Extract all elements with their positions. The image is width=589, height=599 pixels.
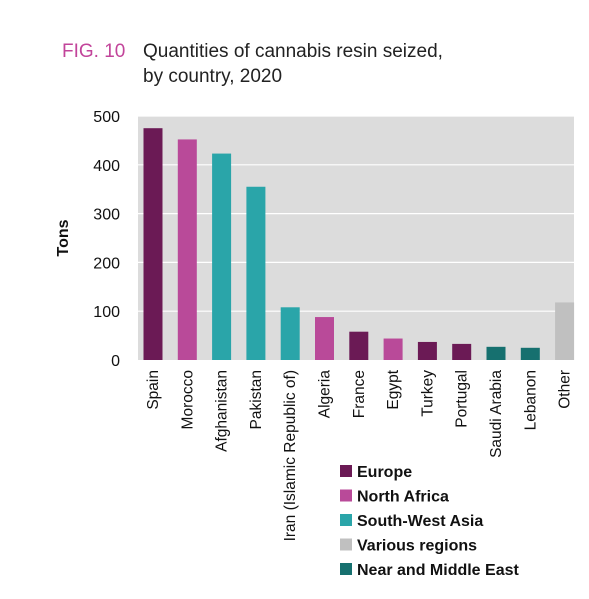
bar-morocco: [177, 139, 197, 360]
legend-swatch: [340, 465, 352, 477]
bar-turkey: [417, 341, 437, 360]
bar-france: [349, 331, 369, 360]
x-tick-label: Saudi Arabia: [488, 370, 505, 458]
y-tick-label: 200: [93, 255, 120, 272]
bar-saudi-arabia: [486, 346, 506, 360]
y-tick-label: 400: [93, 158, 120, 175]
legend-swatch: [340, 514, 352, 526]
legend-swatch: [340, 489, 352, 502]
legend: Europe North Africa South-West Asia Various…: [340, 464, 519, 579]
bar-egypt: [383, 338, 403, 360]
chart-title-line-2: by country, 2020: [143, 66, 282, 87]
legend-swatch: [340, 538, 352, 551]
y-tick-label: 100: [93, 304, 120, 321]
x-tick-label: Portugal: [454, 370, 471, 428]
gridlines: [138, 115, 574, 312]
x-tick-label: Egypt: [385, 369, 402, 409]
legend-label: Various regions: [357, 538, 477, 555]
x-tick-label: Spain: [145, 370, 162, 410]
x-tick-label: Morocco: [179, 370, 196, 429]
x-tick-label: Other: [557, 370, 574, 409]
bar-iran-islamic-republic-of: [280, 307, 300, 360]
bar-afghanistan: [212, 153, 232, 360]
bar-pakistan: [246, 186, 266, 360]
y-axis-label: Tons: [55, 219, 72, 256]
legend-swatch: [340, 563, 352, 575]
bar-algeria: [315, 317, 334, 360]
plot-area: [138, 116, 574, 360]
x-tick-label: Turkey: [419, 370, 436, 417]
bar-lebanon: [520, 347, 540, 360]
bar-portugal: [452, 343, 472, 360]
x-tick-label: Pakistan: [248, 370, 265, 429]
legend-label: Near and Middle East: [357, 562, 519, 579]
y-axis-ticks: 0 100 200 300 400 500: [93, 109, 120, 370]
x-tick-label: Algeria: [317, 370, 334, 419]
x-tick-label: Iran (Islamic Republic of): [282, 370, 299, 541]
bars: [143, 128, 575, 360]
x-tick-label: France: [351, 370, 368, 418]
bar-other: [555, 302, 575, 360]
figure-label: FIG. 10: [62, 41, 125, 62]
x-axis-categories: Spain Morocco Afghanistan Pakistan Iran (Isl…: [145, 369, 574, 541]
y-tick-label: 300: [93, 207, 120, 224]
x-tick-label: Lebanon: [522, 370, 539, 430]
legend-label: North Africa: [357, 489, 449, 506]
bar-spain: [143, 128, 163, 360]
x-tick-label: Afghanistan: [214, 370, 231, 452]
chart-title-line-1: Quantities of cannabis resin seized,: [143, 41, 443, 62]
legend-label: Europe: [357, 464, 412, 481]
legend-label: South-West Asia: [357, 513, 483, 530]
y-tick-label: 500: [93, 109, 120, 126]
y-tick-label: 0: [111, 353, 120, 370]
